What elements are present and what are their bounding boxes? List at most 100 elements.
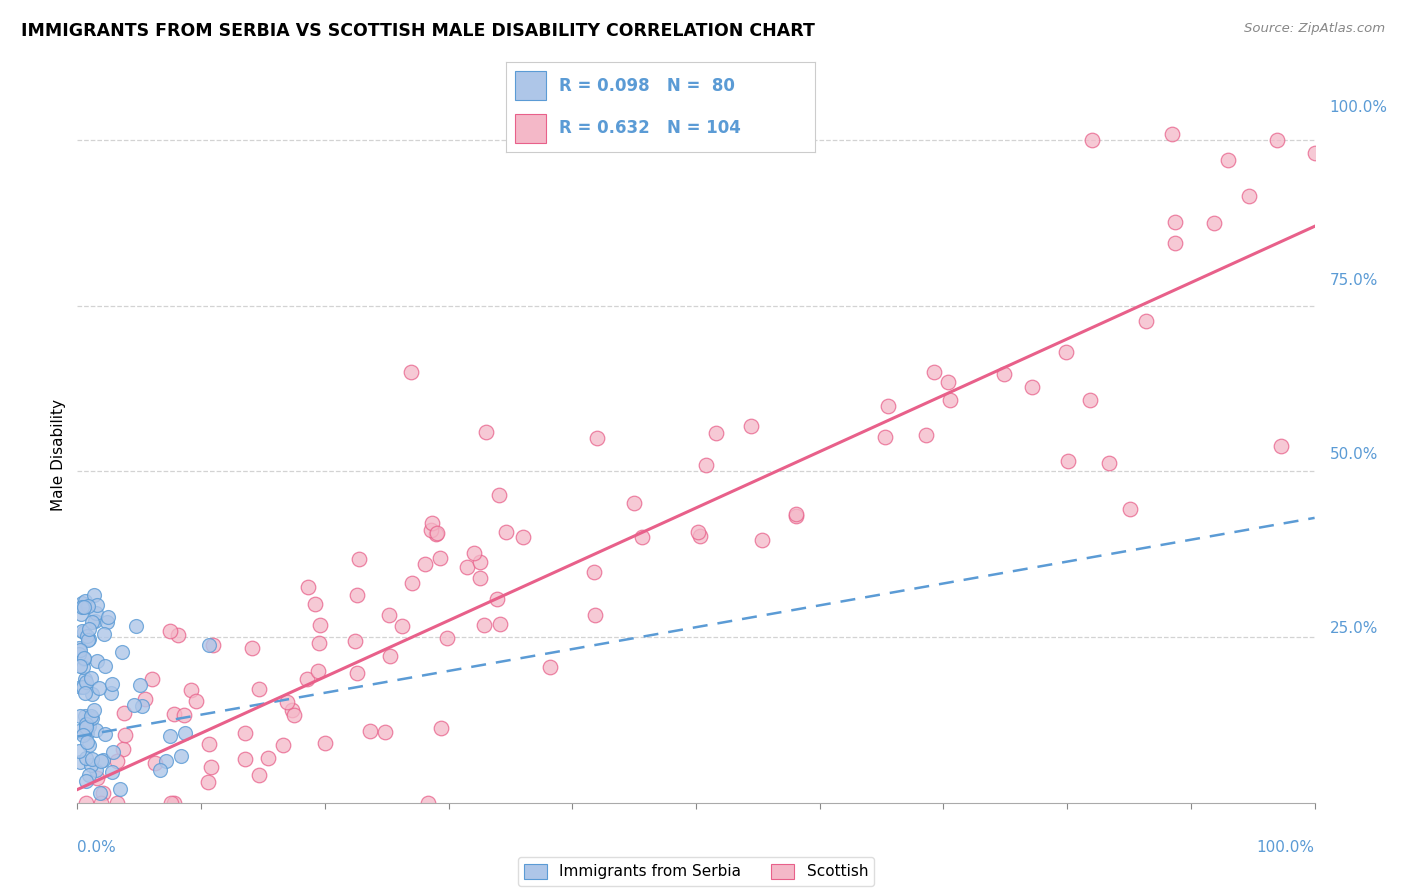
Point	[112, 706, 135, 720]
Point	[512, 530, 534, 544]
Point	[131, 698, 153, 713]
Point	[456, 560, 478, 574]
Point	[257, 751, 280, 765]
Point	[1270, 439, 1292, 453]
Point	[936, 375, 959, 389]
Point	[169, 749, 191, 764]
Point	[75, 716, 97, 731]
Point	[86, 598, 108, 612]
Point	[73, 625, 96, 640]
Point	[77, 632, 100, 647]
Point	[276, 695, 298, 709]
Point	[1216, 153, 1239, 167]
Point	[283, 707, 305, 722]
Point	[72, 728, 94, 742]
Point	[630, 530, 652, 544]
Point	[360, 724, 382, 739]
Point	[72, 624, 94, 638]
Text: R = 0.632   N = 104: R = 0.632 N = 104	[558, 120, 741, 137]
Point	[93, 627, 115, 641]
Point	[914, 428, 936, 442]
Point	[108, 782, 131, 797]
Point	[114, 728, 136, 742]
Point	[346, 588, 368, 602]
Point	[67, 647, 90, 661]
Point	[80, 671, 103, 685]
Text: IMMIGRANTS FROM SERBIA VS SCOTTISH MALE DISABILITY CORRELATION CHART: IMMIGRANTS FROM SERBIA VS SCOTTISH MALE …	[21, 22, 815, 40]
Point	[468, 555, 491, 569]
Point	[84, 614, 107, 628]
Point	[173, 708, 195, 723]
Point	[101, 677, 124, 691]
Point	[426, 525, 449, 540]
Point	[436, 632, 458, 646]
Point	[70, 607, 93, 621]
Point	[77, 622, 100, 636]
Point	[309, 617, 332, 632]
Point	[69, 659, 91, 673]
Point	[686, 524, 709, 539]
Y-axis label: Male Disability: Male Disability	[51, 399, 66, 511]
Point	[297, 672, 319, 686]
Point	[77, 768, 100, 782]
Point	[173, 725, 195, 739]
Point	[124, 698, 146, 712]
Point	[86, 772, 108, 786]
Point	[488, 487, 510, 501]
Point	[938, 392, 960, 407]
Point	[149, 763, 172, 777]
Point	[112, 742, 135, 756]
Text: 50.0%: 50.0%	[1330, 448, 1378, 462]
Point	[80, 615, 103, 629]
Point	[75, 686, 97, 700]
Point	[1160, 128, 1182, 142]
Point	[401, 365, 423, 379]
Text: 100.0%: 100.0%	[1330, 100, 1388, 114]
Point	[73, 708, 96, 723]
Point	[413, 558, 436, 572]
Text: Source: ZipAtlas.com: Source: ZipAtlas.com	[1244, 22, 1385, 36]
Point	[86, 723, 108, 737]
Point	[89, 785, 111, 799]
Point	[391, 619, 413, 633]
Point	[159, 730, 181, 744]
Point	[72, 652, 94, 666]
Point	[163, 796, 186, 810]
Point	[67, 641, 90, 656]
Point	[271, 738, 294, 752]
Point	[740, 418, 762, 433]
Point	[125, 619, 148, 633]
Point	[583, 607, 606, 622]
Point	[72, 660, 94, 674]
Point	[485, 591, 508, 606]
Point	[93, 786, 115, 800]
Point	[463, 546, 485, 560]
Point	[689, 529, 711, 543]
Point	[77, 738, 100, 752]
Point	[425, 526, 447, 541]
Point	[401, 576, 423, 591]
Point	[1118, 501, 1140, 516]
Point	[70, 600, 93, 615]
Point	[197, 638, 219, 652]
Point	[77, 719, 100, 733]
Point	[474, 425, 496, 439]
Point	[1078, 393, 1101, 408]
Point	[72, 596, 94, 610]
Point	[785, 508, 807, 523]
Point	[75, 773, 97, 788]
Point	[83, 588, 105, 602]
Point	[200, 759, 222, 773]
Point	[304, 597, 326, 611]
Point	[163, 706, 186, 721]
Point	[240, 640, 263, 655]
Point	[76, 599, 98, 614]
Point	[72, 600, 94, 615]
Point	[993, 367, 1015, 381]
Bar	[516, 114, 547, 143]
Point	[706, 426, 728, 441]
Point	[186, 694, 208, 708]
Point	[180, 683, 202, 698]
Point	[623, 496, 645, 510]
Point	[76, 735, 98, 749]
